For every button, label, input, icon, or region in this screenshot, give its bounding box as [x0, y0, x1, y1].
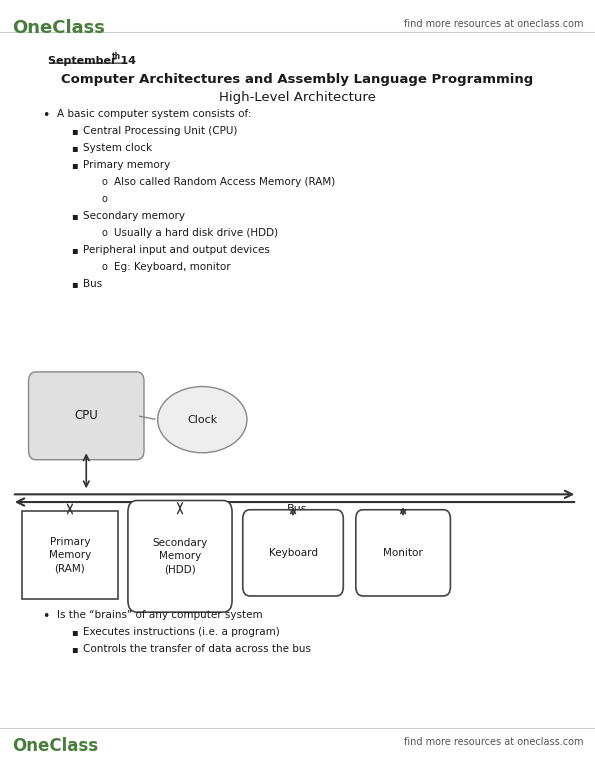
- Text: Primary memory: Primary memory: [83, 160, 171, 170]
- FancyBboxPatch shape: [29, 372, 144, 460]
- Text: find more resources at oneclass.com: find more resources at oneclass.com: [403, 737, 583, 747]
- Text: •: •: [42, 109, 49, 122]
- Text: OneClass: OneClass: [12, 19, 105, 37]
- Text: Clock: Clock: [187, 415, 217, 424]
- Text: ▪: ▪: [71, 279, 78, 289]
- Text: Computer Architectures and Assembly Language Programming: Computer Architectures and Assembly Lang…: [61, 73, 534, 86]
- Text: ▪: ▪: [71, 245, 78, 255]
- Text: Primary
Memory
(RAM): Primary Memory (RAM): [49, 537, 91, 574]
- Text: ▪: ▪: [71, 126, 78, 136]
- Text: Eg: Keyboard, monitor: Eg: Keyboard, monitor: [114, 262, 231, 272]
- Text: Secondary memory: Secondary memory: [83, 211, 185, 221]
- Text: CPU: CPU: [74, 410, 98, 422]
- Text: o: o: [101, 177, 107, 187]
- Text: ▪: ▪: [71, 160, 78, 170]
- Ellipse shape: [158, 387, 247, 453]
- Text: o: o: [101, 228, 107, 238]
- Text: Also called Random Access Memory (RAM): Also called Random Access Memory (RAM): [114, 177, 336, 187]
- Text: find more resources at oneclass.com: find more resources at oneclass.com: [403, 19, 583, 29]
- Text: Bus: Bus: [287, 504, 308, 514]
- Text: ▪: ▪: [71, 644, 78, 654]
- Text: ▪: ▪: [71, 211, 78, 221]
- FancyBboxPatch shape: [243, 510, 343, 596]
- Text: ▪: ▪: [71, 627, 78, 637]
- Text: th: th: [112, 52, 121, 62]
- Text: September 14: September 14: [48, 56, 136, 66]
- Text: Peripheral input and output devices: Peripheral input and output devices: [83, 245, 270, 255]
- Text: ▪: ▪: [71, 143, 78, 153]
- Text: System clock: System clock: [83, 143, 152, 153]
- Text: Controls the transfer of data across the bus: Controls the transfer of data across the…: [83, 644, 311, 654]
- Text: Secondary
Memory
(HDD): Secondary Memory (HDD): [152, 538, 208, 574]
- FancyBboxPatch shape: [22, 511, 118, 599]
- Text: Monitor: Monitor: [383, 548, 423, 557]
- Text: Bus: Bus: [83, 279, 102, 289]
- FancyBboxPatch shape: [128, 500, 232, 612]
- Text: o: o: [101, 194, 107, 204]
- Text: High-Level Architecture: High-Level Architecture: [219, 91, 376, 104]
- Text: Usually a hard disk drive (HDD): Usually a hard disk drive (HDD): [114, 228, 278, 238]
- Text: •: •: [42, 610, 49, 623]
- Text: Central Processing Unit (CPU): Central Processing Unit (CPU): [83, 126, 237, 136]
- Text: Keyboard: Keyboard: [268, 548, 318, 557]
- Text: A basic computer system consists of:: A basic computer system consists of:: [57, 109, 251, 119]
- Text: Executes instructions (i.e. a program): Executes instructions (i.e. a program): [83, 627, 280, 637]
- FancyBboxPatch shape: [356, 510, 450, 596]
- Text: OneClass: OneClass: [12, 737, 98, 755]
- Text: o: o: [101, 262, 107, 272]
- Text: Is the “brains” of any computer system: Is the “brains” of any computer system: [57, 610, 262, 620]
